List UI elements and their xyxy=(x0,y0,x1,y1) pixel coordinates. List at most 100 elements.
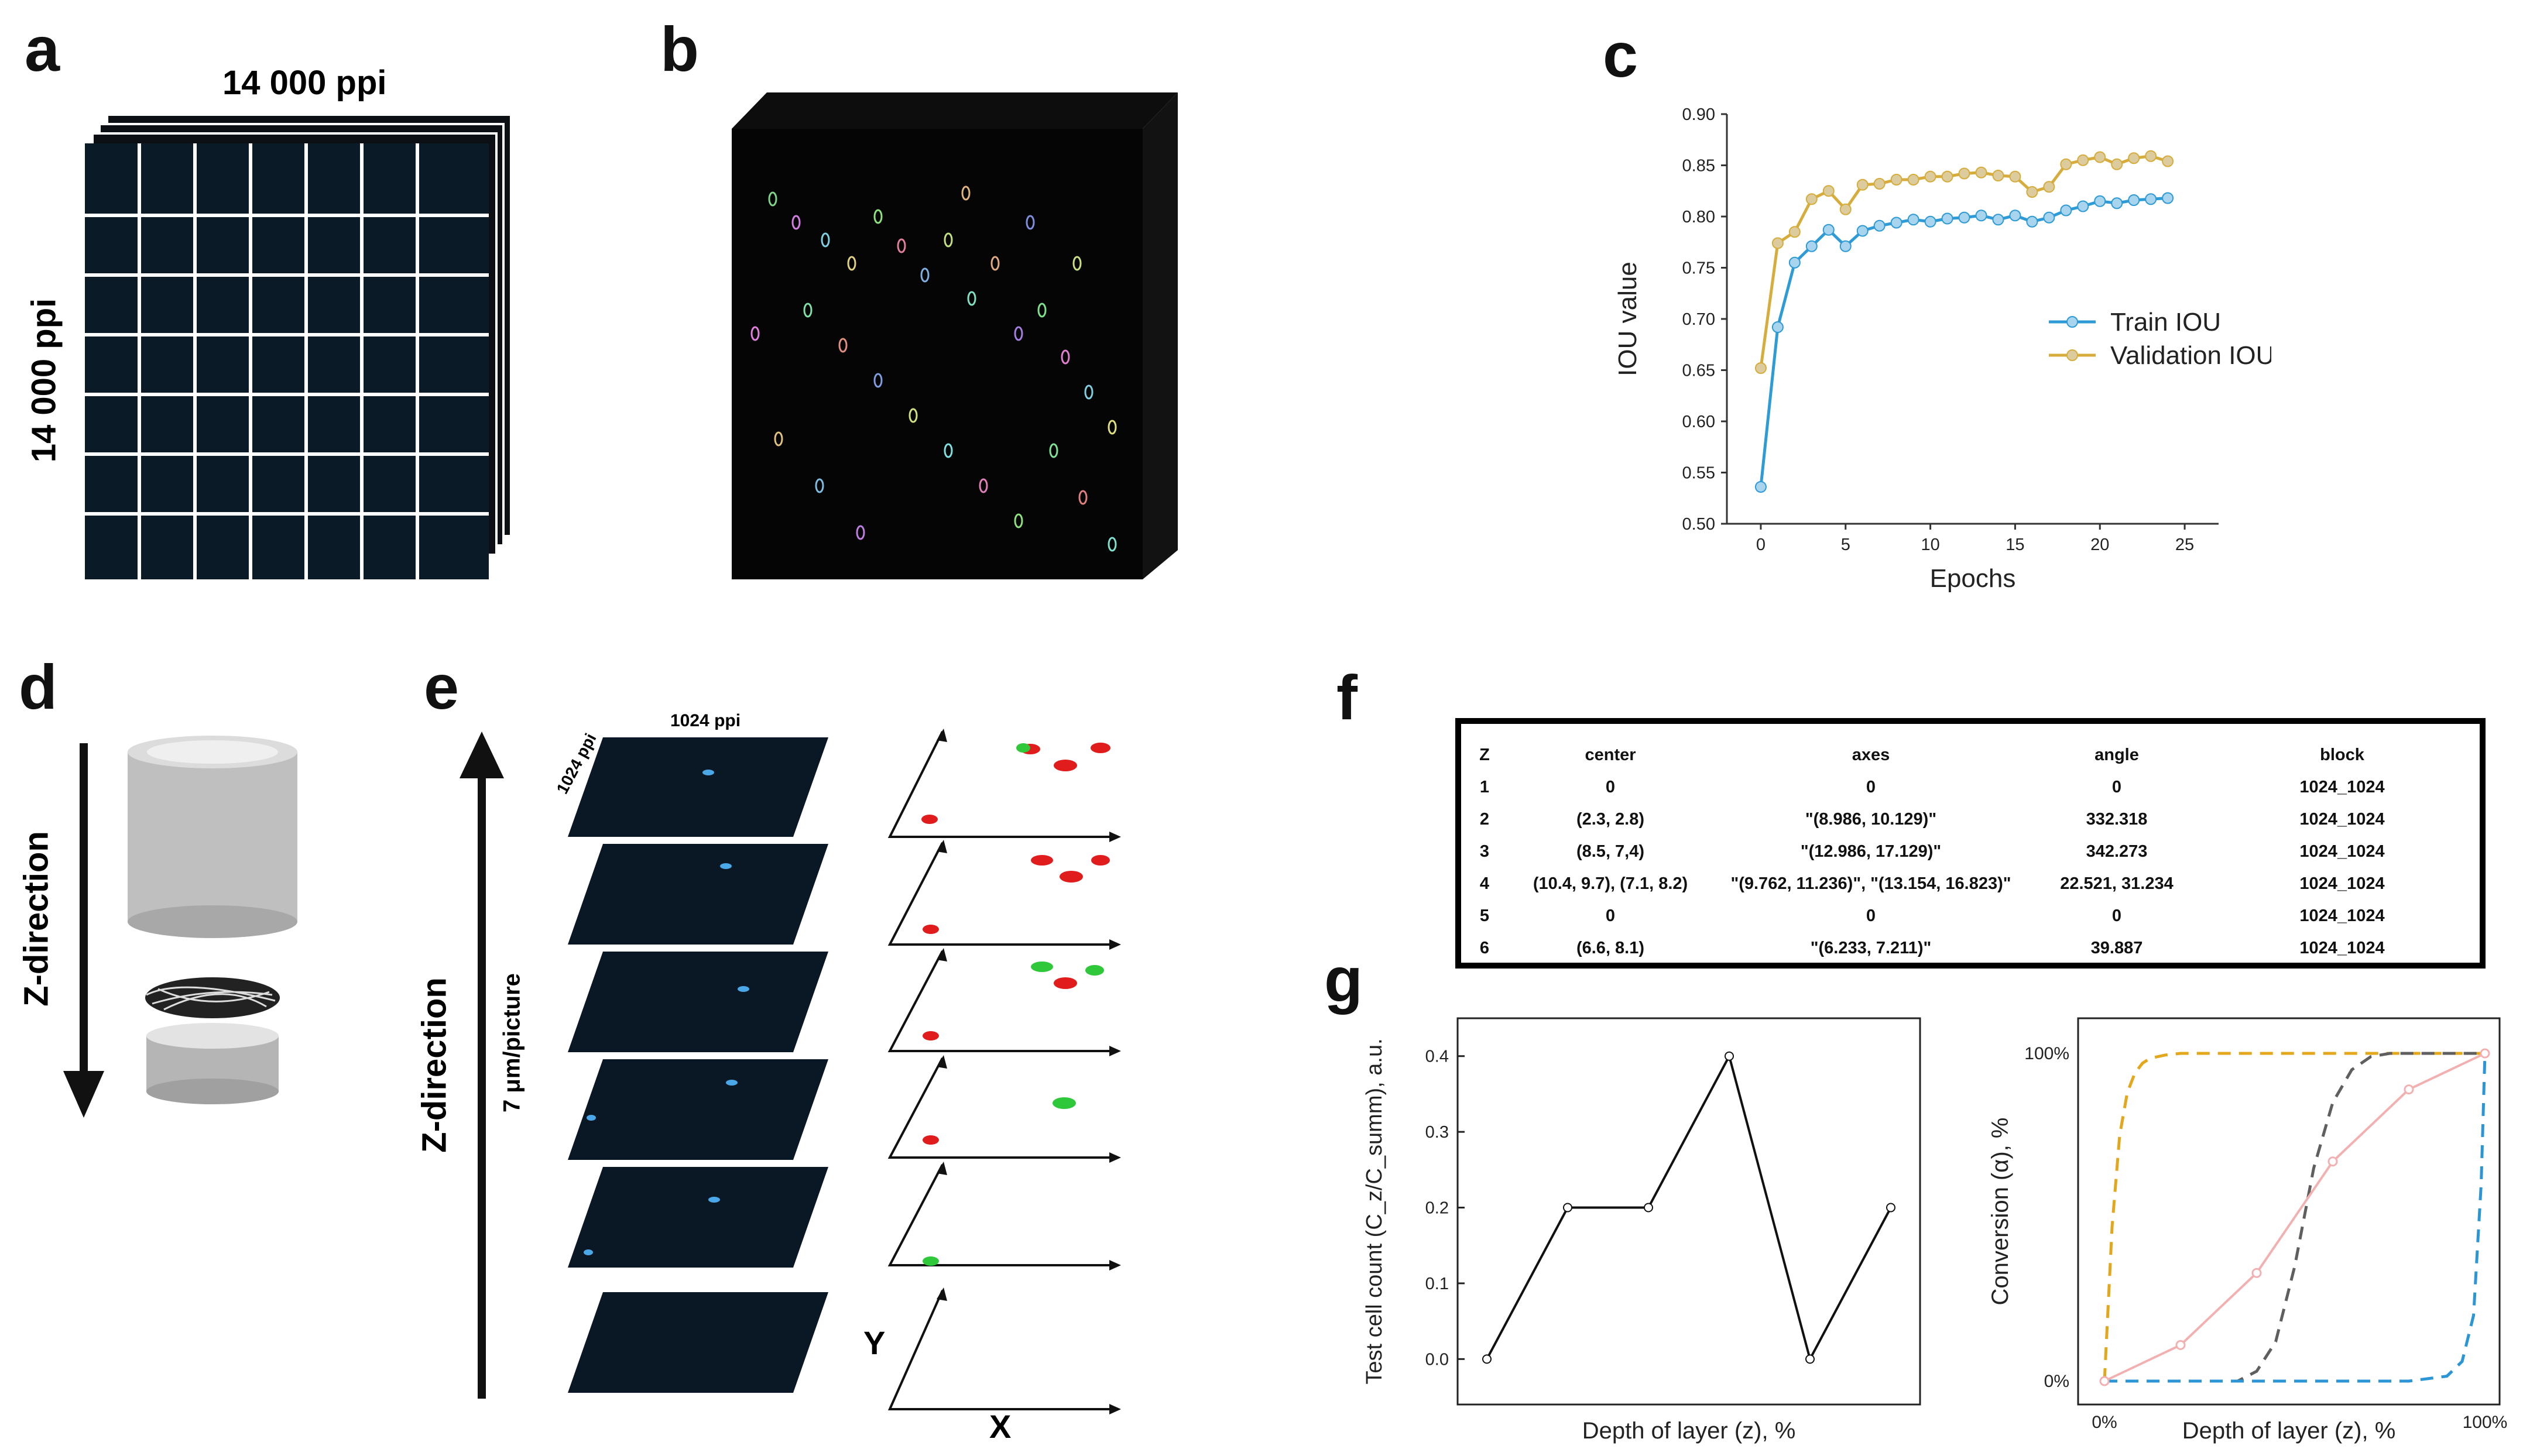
data-point xyxy=(1975,210,1987,222)
data-point xyxy=(2043,181,2055,193)
data-point xyxy=(1886,1203,1895,1213)
data-point xyxy=(1907,214,1919,226)
data-point xyxy=(1771,237,1784,249)
data-point xyxy=(2077,200,2089,212)
panel-letter-c: c xyxy=(1603,19,1638,90)
y-tick-label: 0.85 xyxy=(1682,157,1715,176)
tile-grid-lines xyxy=(85,143,489,579)
cell-center: 0 xyxy=(1605,778,1616,796)
data-point xyxy=(2009,170,2021,183)
curve-measured xyxy=(2104,1052,2486,1382)
conversion-chart: 0% 100% 0% 100% Depth of layer (z), % Convers… xyxy=(1987,1017,2508,1444)
plot-arrowheads xyxy=(937,729,1121,1414)
y-tick-label: 0.65 xyxy=(1682,362,1715,380)
y-axis-label: IOU value xyxy=(1613,262,1642,376)
panel-e-z-label: Z-direction xyxy=(415,977,454,1153)
cell-center: (6.6, 8.1) xyxy=(1576,939,1645,957)
panel-letter-a: a xyxy=(25,13,60,84)
panel-letter-g: g xyxy=(1324,944,1363,1015)
data-point xyxy=(1754,362,1767,374)
y-tick-label: 0.1 xyxy=(1425,1275,1449,1293)
hollow-cylinder xyxy=(128,736,297,938)
table-header-row: Z center axes angle block xyxy=(1461,739,2480,771)
panel-e-x-label: X xyxy=(989,1408,1012,1445)
y-tick-label: 0% xyxy=(2044,1372,2069,1391)
data-point xyxy=(1924,170,1936,183)
data-point xyxy=(1873,219,1886,232)
volume-front-face xyxy=(732,129,1143,579)
header-center: center xyxy=(1585,746,1636,764)
data-point xyxy=(1873,178,1886,190)
header-angle: angle xyxy=(2094,746,2139,764)
data-point xyxy=(1924,215,1936,228)
table-row: 6 (6.6, 8.1) "(6.233, 7.211)" 39.887 1024_… xyxy=(1461,932,2480,964)
x-tick-label: 0 xyxy=(1756,535,1766,554)
x-axis-label: Epochs xyxy=(1930,564,2016,593)
data-point xyxy=(2175,1340,2186,1350)
cell-axes: 0 xyxy=(1866,906,1876,925)
data-point xyxy=(1975,166,1987,178)
ellipse-plots xyxy=(887,731,1118,1410)
data-point xyxy=(2327,1156,2338,1167)
table-row: 3 (8.5, 7,4) "(12.986, 17.129)" 342.273 10… xyxy=(1461,836,2480,868)
data-point xyxy=(1992,214,2004,226)
cell-block: 1024_1024 xyxy=(2299,778,2385,796)
data-point xyxy=(1788,256,1801,269)
x-tick-label: 25 xyxy=(2175,535,2194,554)
panel-a-top-label: 14 000 ppi xyxy=(222,64,387,102)
x-axis-label: Depth of layer (z), % xyxy=(1582,1418,1796,1444)
x-tick-label: 100% xyxy=(2463,1413,2508,1432)
z-direction-arrow-head xyxy=(63,1071,104,1118)
data-point xyxy=(1805,240,1818,252)
curve-fast xyxy=(2103,1052,2485,1382)
volume-side-face xyxy=(1143,92,1178,579)
x-axis-label: Depth of layer (z), % xyxy=(2182,1418,2396,1444)
z-direction-arrow-head xyxy=(460,732,504,778)
table-row: 1 0 0 0 1024_1024 xyxy=(1461,771,2480,803)
panel-a-side-label: 14 000 ppi xyxy=(25,298,63,463)
data-point xyxy=(1992,170,2004,181)
header-z: Z xyxy=(1479,746,1490,764)
x-tick-label: 10 xyxy=(1921,535,1939,554)
data-point xyxy=(2060,204,2072,217)
cell-count-chart: 0.0 0.1 0.2 0.3 0.4 Depth of layer (z), % Test… xyxy=(1362,1017,1921,1444)
data-point xyxy=(2145,193,2157,205)
panel-a-tile-stack xyxy=(85,114,512,579)
y-axis-label: Conversion (α), % xyxy=(1987,1118,2013,1306)
data-point xyxy=(2077,154,2089,166)
data-point xyxy=(2111,158,2123,170)
cell-nuclei xyxy=(750,186,1117,552)
cell-z: 4 xyxy=(1479,874,1490,893)
y-tick-label: 0.60 xyxy=(1682,413,1715,431)
cell-axes: "(12.986, 17.129)" xyxy=(1800,842,1942,861)
cell-angle: 39.887 xyxy=(2090,939,2143,957)
detected-ellipses xyxy=(921,743,1110,1266)
cell-z: 5 xyxy=(1479,906,1490,925)
y-tick-label: 0.50 xyxy=(1682,515,1715,534)
y-tick-label: 0.0 xyxy=(1425,1350,1449,1369)
x-tick-label: 15 xyxy=(2006,535,2024,554)
data-point xyxy=(2026,186,2038,198)
ellipse-parameters-table: Z center axes angle block 1 0 0 0 1024_102… xyxy=(1455,718,2486,969)
cell-axes: 0 xyxy=(1866,778,1876,796)
cell-center: (2.3, 2.8) xyxy=(1576,810,1645,829)
y-tick-label: 0.2 xyxy=(1425,1199,1449,1218)
data-point xyxy=(1839,203,1852,215)
legend-label: Validation IOU xyxy=(2110,341,2271,370)
data-point xyxy=(2009,210,2021,222)
cell-angle: 342.273 xyxy=(2086,842,2148,861)
data-point xyxy=(2162,192,2174,204)
data-point xyxy=(1958,211,1970,224)
cell-angle: 22.521, 31.234 xyxy=(2060,874,2174,893)
data-point xyxy=(1805,1354,1815,1364)
header-axes: axes xyxy=(1852,746,1890,764)
panel-letter-e: e xyxy=(424,651,460,722)
cell-z: 3 xyxy=(1479,842,1490,861)
data-point xyxy=(1890,217,1902,229)
panel-letter-b: b xyxy=(660,13,699,84)
cell-center: (10.4, 9.7), (7.1, 8.2) xyxy=(1533,874,1688,893)
cell-z: 1 xyxy=(1479,778,1490,796)
cell-angle: 332.318 xyxy=(2086,810,2148,829)
iou-line-chart: 0.50 0.55 0.60 0.65 0.70 0.75 0.80 0.85 0.90 0 5 10… xyxy=(1613,105,2271,593)
series-line-1 xyxy=(1759,154,2168,369)
